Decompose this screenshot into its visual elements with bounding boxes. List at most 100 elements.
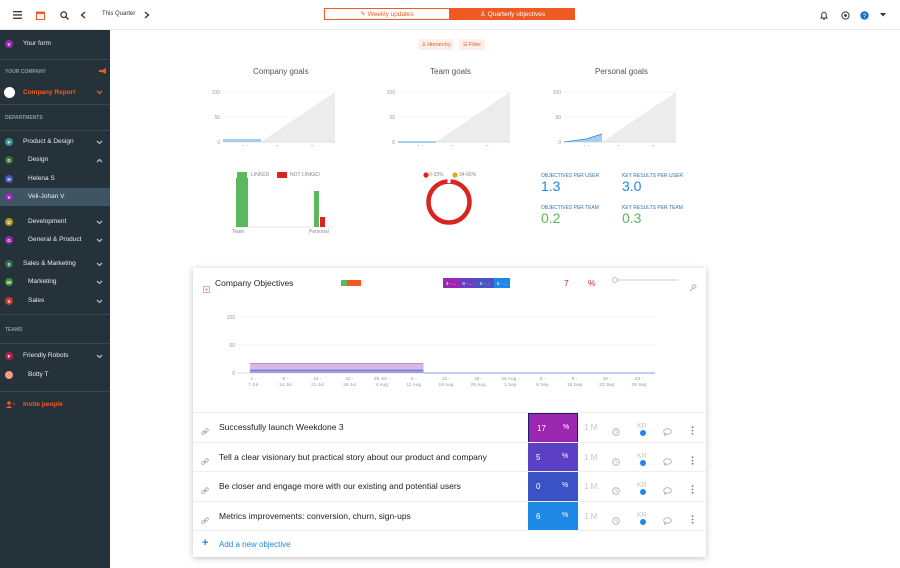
comment-icon[interactable]: [663, 512, 672, 530]
objective-progress-cell[interactable]: 17%: [528, 413, 578, 443]
add-objective-button[interactable]: + Add a new objective: [193, 530, 706, 557]
clock-icon[interactable]: [612, 453, 620, 471]
chevron-down-icon[interactable]: [96, 219, 104, 227]
comment-icon[interactable]: [663, 423, 672, 441]
filter-button[interactable]: ☰ Filter: [459, 39, 485, 50]
sidebar-item-team[interactable]: F Friendly Robots: [0, 347, 110, 365]
sidebar-item-dept[interactable]: M Marketing: [0, 273, 110, 291]
chevron-up-icon[interactable]: [96, 157, 104, 165]
x-tick-label: Sep: [652, 145, 661, 146]
sidebar-item-dept[interactable]: V Veli-Johan V: [0, 188, 110, 206]
sidebar-item-dept[interactable]: S Sales: [0, 292, 110, 310]
objectives-per-user-value: 1.3: [541, 178, 561, 194]
chevron-right-icon[interactable]: [142, 0, 152, 30]
objective-progress-cell[interactable]: 5%: [528, 442, 578, 472]
owner-pill[interactable]: 3 - ...: [443, 278, 459, 288]
slider[interactable]: [610, 276, 680, 284]
more-options-icon[interactable]: [691, 452, 694, 470]
edit-icon: ✎: [360, 11, 366, 18]
objective-period[interactable]: 1 M: [584, 482, 598, 491]
sidebar-item-label: Botty T: [28, 371, 49, 378]
sidebar-item-dept[interactable]: D Design: [0, 151, 110, 169]
objective-title[interactable]: Be closer and engage more with our exist…: [219, 481, 461, 491]
objective-title[interactable]: Tell a clear visionary but practical sto…: [219, 451, 487, 462]
chevron-down-icon[interactable]: [96, 237, 104, 245]
chevron-down-icon[interactable]: [96, 353, 104, 361]
menu-icon[interactable]: [11, 0, 23, 30]
key-results-button[interactable]: KR: [637, 511, 647, 519]
link-icon[interactable]: [201, 482, 209, 500]
x-tick-label: 15 -: [313, 376, 322, 382]
divider: [0, 391, 110, 392]
sidebar-item-dept[interactable]: P Product & Design: [0, 133, 110, 151]
invite-people-button[interactable]: Invite people: [0, 396, 110, 414]
chevron-down-icon[interactable]: [96, 279, 104, 287]
tab-weekly-updates[interactable]: ✎ Weekly updates: [324, 8, 450, 20]
chevron-down-icon[interactable]: [96, 139, 104, 147]
key-results-button[interactable]: KR: [637, 482, 647, 489]
account-dropdown-icon[interactable]: [878, 0, 888, 30]
objective-row[interactable]: Metrics improvements: conversion, churn,…: [193, 500, 706, 531]
chevron-down-icon[interactable]: [96, 298, 104, 306]
slider-handle[interactable]: [612, 277, 618, 283]
divider: [0, 59, 110, 60]
clock-icon[interactable]: [612, 512, 620, 530]
calendar-icon[interactable]: [34, 0, 46, 30]
owner-pill[interactable]: 8 - ...: [494, 278, 510, 288]
objective-row[interactable]: Successfully launch Weekdone 3 17% 1 M KR: [193, 412, 706, 443]
objective-progress-cell[interactable]: 6%: [528, 501, 578, 531]
objective-title[interactable]: Metrics improvements: conversion, churn,…: [219, 510, 411, 521]
help-icon[interactable]: ?: [858, 0, 870, 30]
link-icon[interactable]: [201, 512, 209, 530]
objective-period[interactable]: 1 M: [584, 423, 598, 432]
hierarchy-button[interactable]: ♙ Hierarchy: [418, 39, 454, 50]
objective-row[interactable]: Tell a clear visionary but practical sto…: [193, 441, 706, 472]
key-results-button[interactable]: KR: [637, 452, 647, 460]
sidebar-item-company-report[interactable]: Company Report: [0, 83, 110, 101]
sidebar-item-label: Marketing: [28, 278, 57, 285]
comment-icon[interactable]: [663, 453, 672, 471]
key-results-badge: [640, 459, 646, 466]
chevron-down-icon[interactable]: [96, 89, 104, 97]
divider: [0, 343, 110, 344]
tab-weekly-label: Weekly updates: [367, 10, 414, 18]
objective-progress-cell[interactable]: 0%: [528, 472, 578, 502]
settings-icon[interactable]: [839, 0, 851, 30]
x-tick-label: 19 -: [474, 376, 483, 382]
sidebar-item-dept[interactable]: D Development: [0, 213, 110, 231]
avatar: V: [5, 193, 13, 201]
sidebar-item-dept[interactable]: S Sales & Marketing: [0, 255, 110, 273]
comment-icon[interactable]: [663, 482, 672, 500]
y-tick-label: 0: [232, 371, 235, 377]
clock-icon[interactable]: [612, 423, 620, 441]
more-options-icon[interactable]: [691, 481, 694, 499]
more-options-icon[interactable]: [691, 511, 694, 529]
chevron-left-icon[interactable]: [78, 0, 88, 30]
owner-pill[interactable]: 9 - ...: [459, 278, 476, 288]
more-options-icon[interactable]: [691, 422, 694, 440]
x-tick-label: 8 Sep: [536, 382, 549, 388]
sidebar-item-dept[interactable]: H Helena S: [0, 170, 110, 188]
y-tick-label: 50: [555, 115, 561, 121]
chevron-down-icon[interactable]: [96, 261, 104, 269]
tab-quarterly-objectives[interactable]: ♙ Quarterly objectives: [450, 8, 575, 20]
filter-icon: ☰: [462, 41, 468, 48]
clock-icon[interactable]: [612, 482, 620, 500]
expand-icon[interactable]: [203, 280, 210, 293]
objective-row[interactable]: Be closer and engage more with our exist…: [193, 471, 706, 502]
owner-pill[interactable]: 6 - ...: [476, 278, 494, 288]
key-results-button[interactable]: KR: [637, 423, 647, 430]
bell-icon[interactable]: [818, 0, 830, 30]
sidebar-item-dept[interactable]: G General & Product: [0, 231, 110, 249]
x-tick-label: 11 Aug: [407, 382, 422, 388]
objective-period[interactable]: 1 M: [584, 452, 598, 462]
objective-period[interactable]: 1 M: [584, 511, 598, 521]
link-icon[interactable]: [201, 453, 209, 471]
sidebar-item-your-form[interactable]: V Your form: [0, 35, 110, 53]
objective-title[interactable]: Successfully launch Weekdone 3: [219, 422, 344, 432]
pin-icon[interactable]: [689, 279, 697, 292]
link-icon[interactable]: [201, 423, 209, 441]
search-icon[interactable]: [58, 0, 70, 30]
sidebar-item-team[interactable]: Botty T: [0, 366, 110, 384]
period-label[interactable]: This Quarter: [102, 11, 136, 17]
